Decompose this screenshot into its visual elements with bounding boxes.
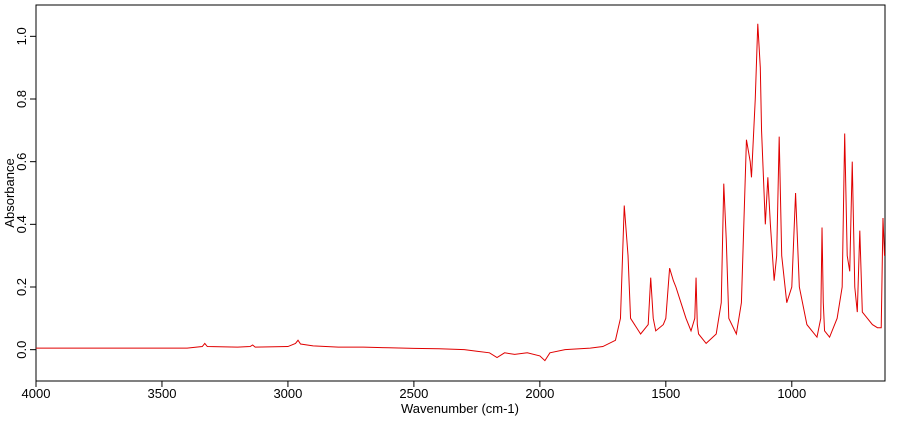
x-tick-label: 1000	[777, 386, 806, 401]
plot-frame	[35, 4, 886, 382]
spectrum-line	[36, 23, 885, 362]
y-tick-label: 0.0	[14, 341, 29, 359]
x-tick-label: 1500	[651, 386, 680, 401]
y-tick-label: 1.0	[14, 27, 29, 45]
x-tick-label: 3000	[273, 386, 302, 401]
y-tick-label: 0.8	[14, 90, 29, 108]
y-tick-label: 0.2	[14, 278, 29, 296]
x-tick-label: 4000	[22, 386, 51, 401]
x-tick-label: 2000	[525, 386, 554, 401]
x-tick-label: 3500	[148, 386, 177, 401]
y-axis-title: Absorbance	[2, 158, 17, 227]
y-tick-label: 0.6	[14, 153, 29, 171]
x-axis-title: Wavenumber (cm-1)	[401, 401, 519, 416]
y-tick-label: 0.4	[14, 215, 29, 233]
x-tick-label: 2500	[399, 386, 428, 401]
